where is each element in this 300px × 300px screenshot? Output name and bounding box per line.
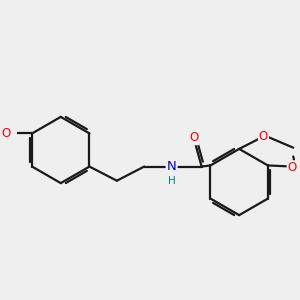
- Text: O: O: [287, 161, 297, 174]
- Text: O: O: [259, 130, 268, 143]
- Text: H: H: [168, 176, 176, 186]
- Text: O: O: [189, 131, 198, 144]
- Text: O: O: [1, 127, 10, 140]
- Text: N: N: [167, 160, 176, 173]
